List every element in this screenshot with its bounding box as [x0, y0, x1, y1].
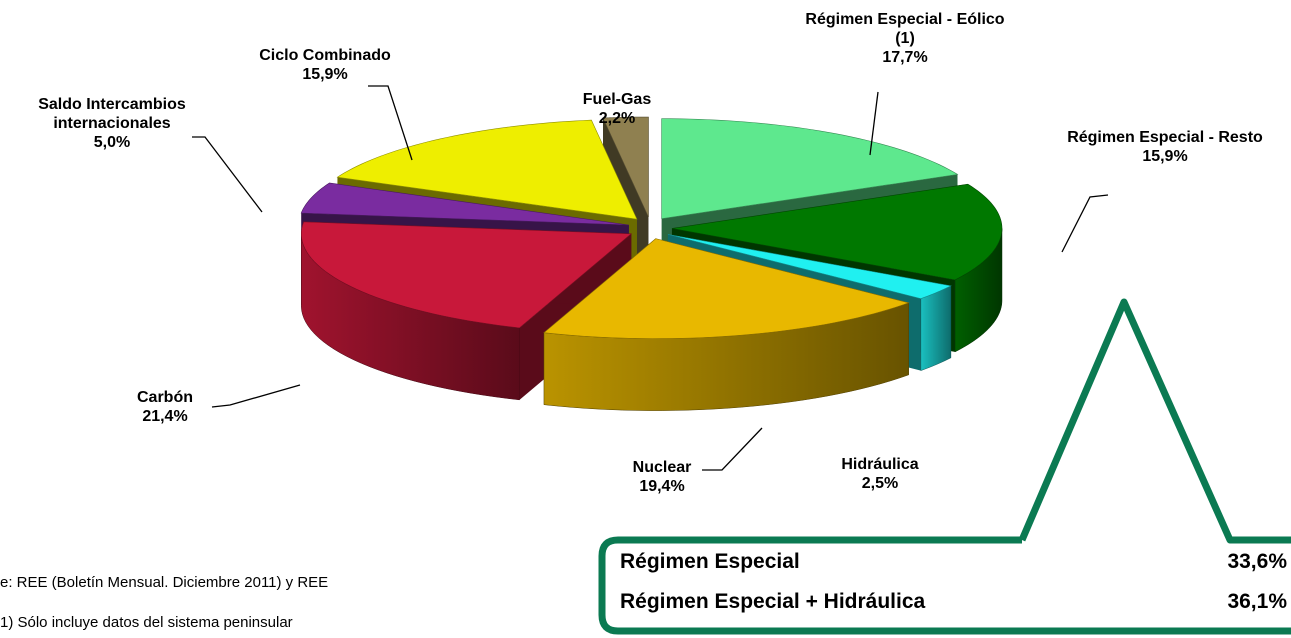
summary-name: Régimen Especial [620, 550, 800, 573]
leader-line [702, 427, 763, 471]
slice [543, 238, 910, 411]
value-label: 2,2% [598, 110, 636, 127]
slice-label: Nuclear [632, 459, 692, 476]
slice-top [602, 116, 649, 218]
summary-value: 33,6% [1227, 550, 1287, 573]
value-label: 5,0% [93, 134, 131, 151]
summary-frame [598, 298, 1291, 635]
value-label: 2,5% [861, 475, 899, 492]
leader-line [192, 136, 263, 213]
slice-label: Fuel-Gas [582, 91, 652, 108]
note: e: REE (Boletín Mensual. Diciembre 2011)… [0, 574, 329, 591]
value-label: 15,9% [1142, 148, 1188, 165]
slice-label: Saldo Intercambios internacionales [38, 96, 186, 132]
leader-line [869, 91, 879, 156]
slice-wall [920, 285, 952, 371]
slice-top [300, 182, 629, 226]
leader-line [211, 384, 301, 408]
slice-label: Ciclo Combinado [259, 47, 391, 64]
summary-value: 36,1% [1227, 590, 1287, 613]
pie [300, 116, 1003, 411]
leader-line [368, 85, 413, 161]
slice-top [661, 118, 959, 220]
slice-label: Hidráulica [841, 456, 919, 473]
slice-label: Régimen Especial - Eólico (1) [805, 11, 1005, 47]
slice-top [671, 183, 1003, 281]
slice-label: Carbón [137, 389, 193, 406]
value-label: 19,4% [639, 478, 685, 495]
summary-name: Régimen Especial + Hidráulica [620, 590, 926, 613]
leader-line [1061, 194, 1109, 253]
note: 1) Sólo incluye datos del sistema penins… [0, 614, 293, 631]
value-label: 17,7% [882, 49, 928, 66]
value-label: 15,9% [302, 66, 348, 83]
slice-top [667, 234, 952, 299]
slice-label: Régimen Especial - Resto [1067, 129, 1263, 146]
slice-top [301, 221, 633, 329]
slice-top [336, 119, 638, 220]
value-label: 21,4% [142, 408, 188, 425]
slice-top [543, 238, 910, 339]
